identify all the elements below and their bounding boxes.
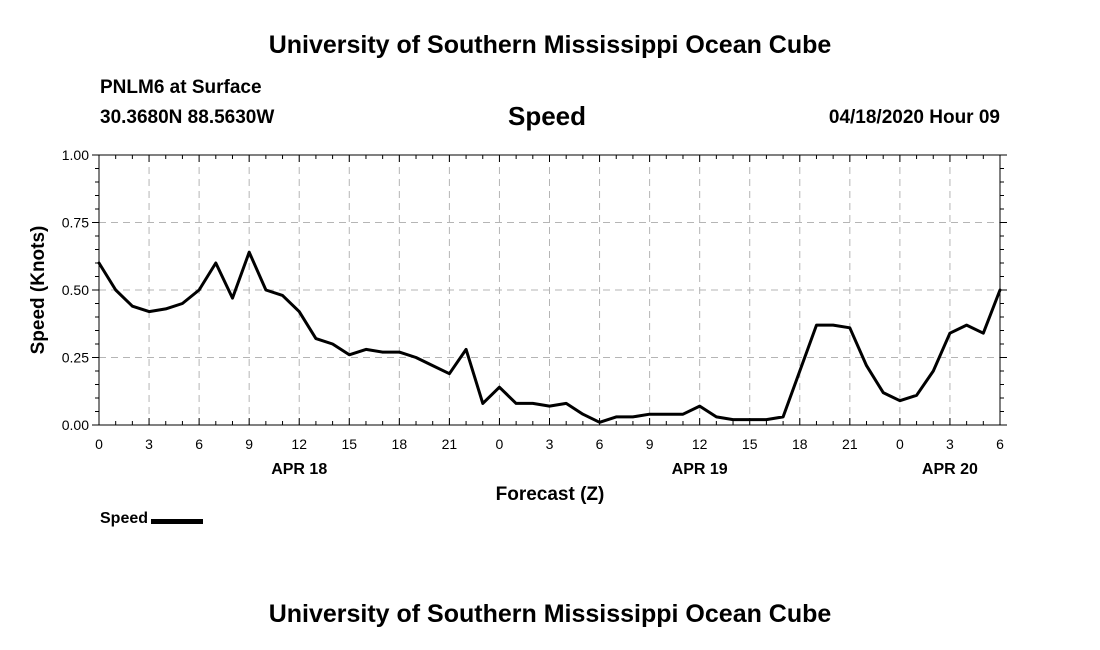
x-tick-label: 3: [946, 436, 954, 452]
y-tick-label: 1.00: [62, 147, 89, 163]
x-tick-label: 12: [692, 436, 708, 452]
x-tick-label: 9: [245, 436, 253, 452]
x-tick-label: 18: [792, 436, 808, 452]
x-tick-label: 12: [291, 436, 307, 452]
x-tick-label: 6: [596, 436, 604, 452]
x-tick-label: 6: [195, 436, 203, 452]
date-label: APR 19: [672, 461, 728, 478]
x-tick-label: 3: [145, 436, 153, 452]
x-tick-label: 21: [842, 436, 858, 452]
legend-swatch: [151, 518, 204, 524]
y-tick-label: 0.75: [62, 215, 89, 231]
coordinates-label: 30.3680N 88.5630W: [100, 107, 275, 128]
legend-label: Speed: [100, 510, 149, 527]
legend: Speed: [100, 510, 204, 528]
date-label: APR 18: [271, 461, 327, 478]
x-tick-label: 0: [95, 436, 103, 452]
variable-title: Speed: [508, 101, 587, 131]
series-line-speed: [97, 250, 1002, 424]
footer-title: University of Southern Mississippi Ocean…: [268, 600, 832, 628]
x-tick-label: 0: [896, 436, 904, 452]
x-tick-label: 6: [996, 436, 1004, 452]
grid-lines: [99, 155, 1000, 425]
series-layer: [97, 250, 1002, 424]
station-label: PNLM6 at Surface: [100, 77, 262, 98]
x-tick-label: 18: [392, 436, 408, 452]
y-axis-label: Speed (Knots): [28, 226, 49, 355]
x-tick-label: 15: [341, 436, 357, 452]
x-axis-label: Forecast (Z): [496, 484, 605, 505]
x-tick-label: 3: [546, 436, 554, 452]
x-tick-label: 0: [496, 436, 504, 452]
axis-ticks: 0 3 6 9 12 15 18 21 0 3 6 9 12 15 18 21 0 3 6 0.00 0.25 0.50 0…: [62, 147, 1007, 478]
y-tick-label: 0.25: [62, 350, 89, 366]
x-tick-label: 15: [742, 436, 758, 452]
x-tick-label: 21: [442, 436, 458, 452]
y-tick-label: 0.00: [62, 417, 89, 433]
x-tick-label: 9: [646, 436, 654, 452]
chart-title: University of Southern Mississippi Ocean…: [268, 31, 832, 59]
y-tick-label: 0.50: [62, 282, 89, 298]
date-label: APR 20: [922, 461, 978, 478]
valid-time-label: 04/18/2020 Hour 09: [828, 107, 1000, 128]
